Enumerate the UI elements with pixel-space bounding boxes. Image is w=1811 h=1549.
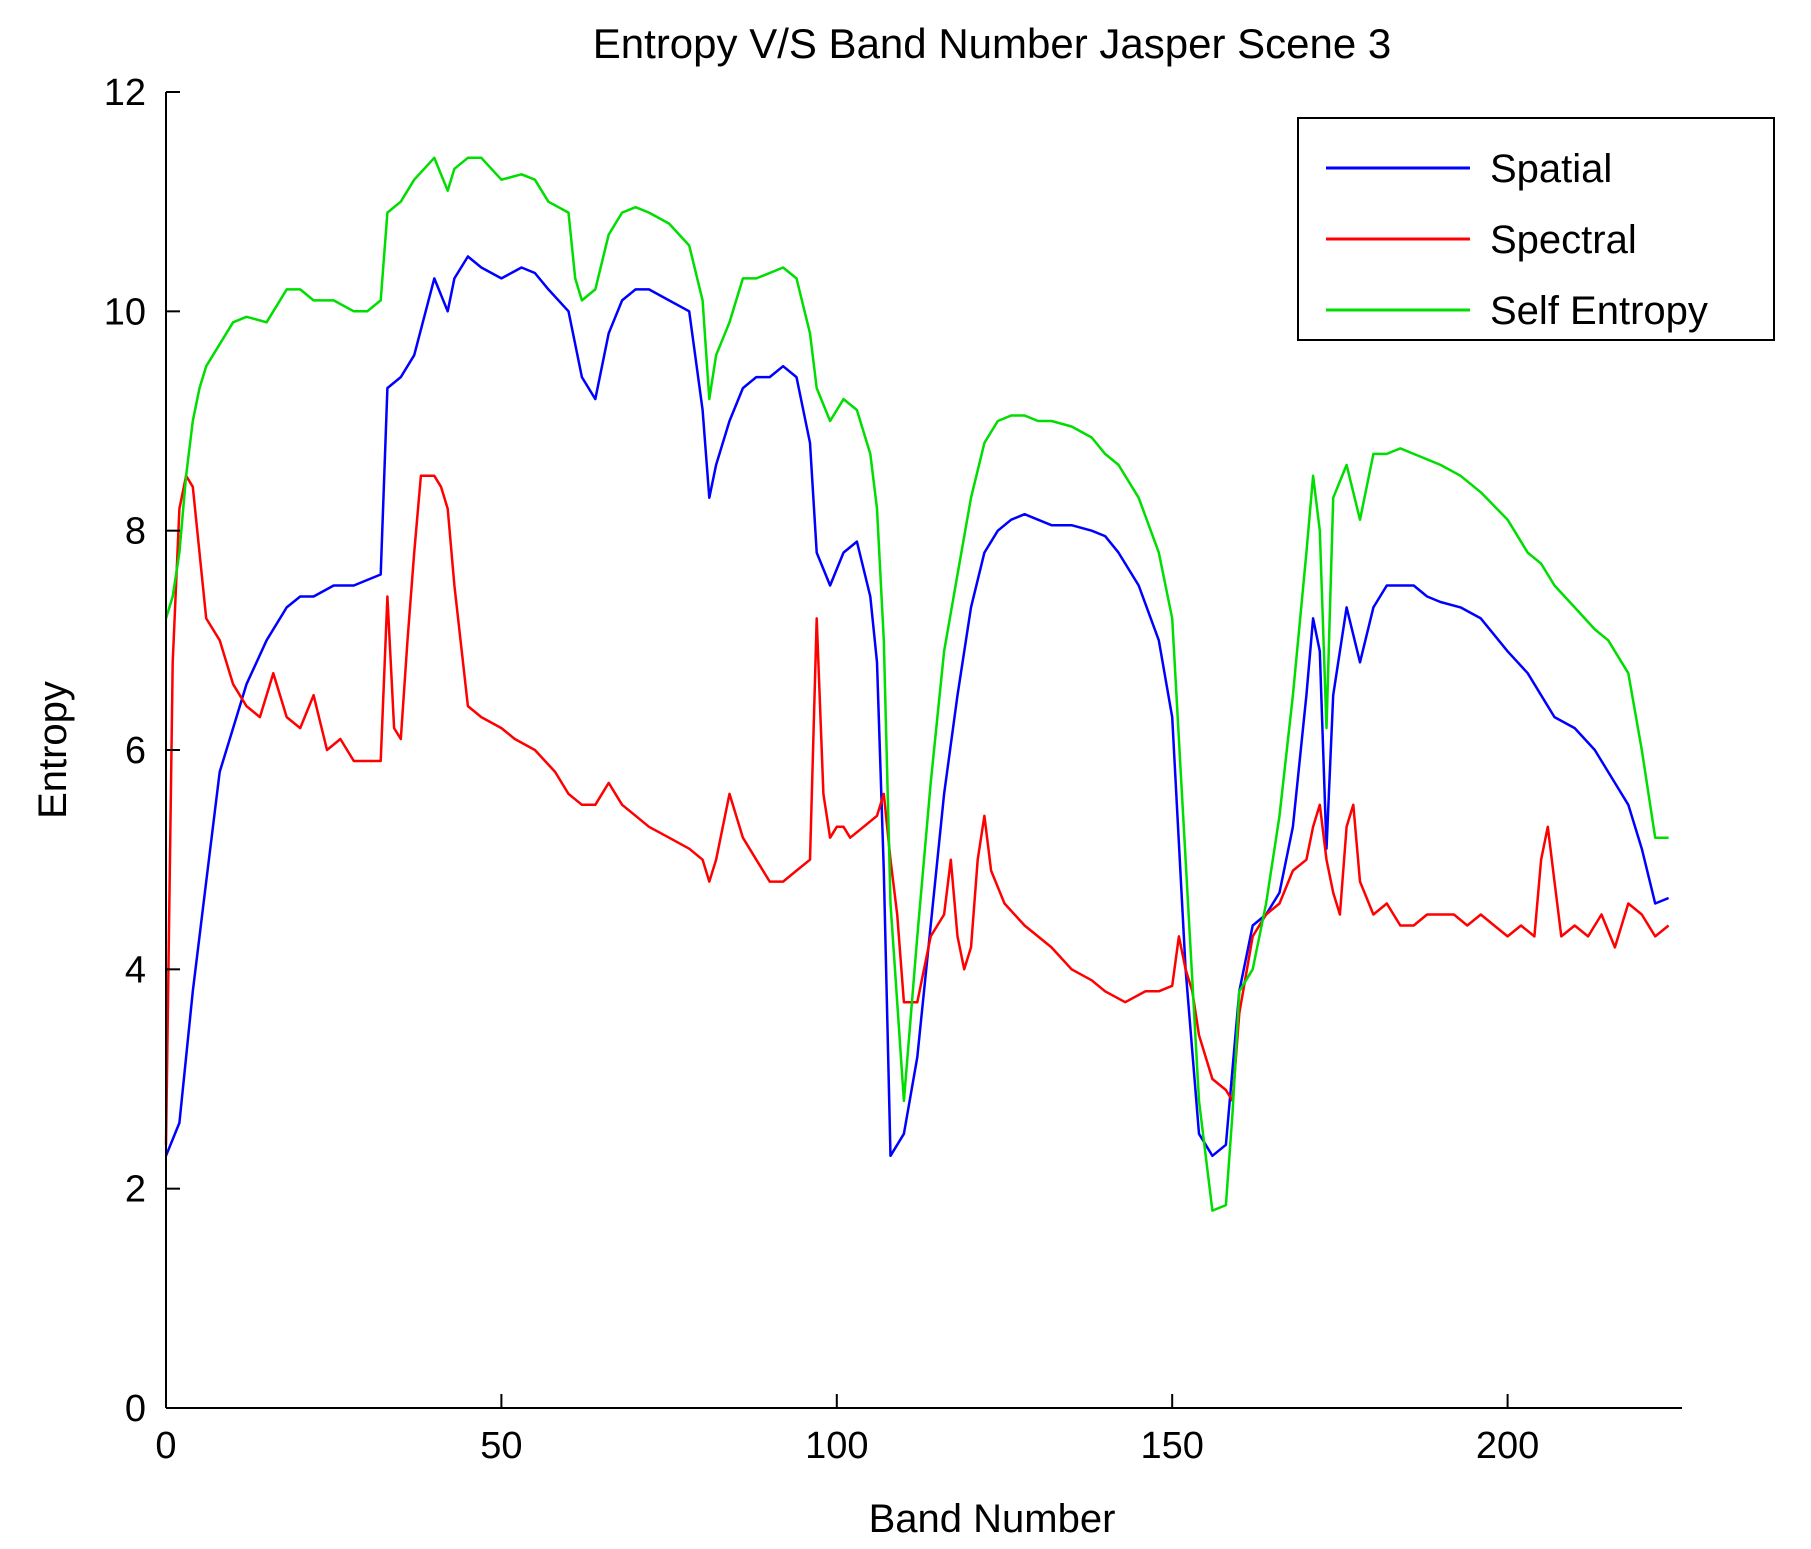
x-tick-label: 100 — [805, 1425, 868, 1467]
legend: Spatial Spectral Self Entropy — [1297, 117, 1775, 341]
x-tick-label: 0 — [155, 1425, 176, 1467]
series-layer — [164, 156, 1670, 1212]
y-tick-label: 10 — [104, 291, 146, 333]
chart-title: Entropy V/S Band Number Jasper Scene 3 — [593, 20, 1391, 67]
x-tick-label: 50 — [480, 1425, 522, 1467]
series-line-self-entropy — [164, 156, 1669, 1212]
y-tick-label: 4 — [125, 949, 146, 991]
legend-label: Spatial — [1490, 147, 1612, 191]
y-axis-label: Entropy — [31, 681, 75, 819]
series-line-spectral — [164, 474, 1670, 1145]
y-tick-label: 0 — [125, 1388, 146, 1430]
y-tick-label: 6 — [125, 730, 146, 772]
x-tick-label: 150 — [1140, 1425, 1203, 1467]
y-ticks: 0 2 4 6 8 10 12 — [104, 72, 180, 1430]
legend-label: Spectral — [1490, 218, 1637, 262]
x-ticks: 0 50 100 150 200 — [155, 1394, 1539, 1467]
y-tick-label: 12 — [104, 72, 146, 114]
series-line-spatial — [164, 255, 1670, 1158]
x-axis-label: Band Number — [869, 1497, 1116, 1541]
x-tick-label: 200 — [1476, 1425, 1539, 1467]
legend-label: Self Entropy — [1490, 289, 1708, 333]
y-tick-label: 8 — [125, 511, 146, 553]
y-tick-label: 2 — [125, 1169, 146, 1211]
legend-box — [1297, 117, 1775, 341]
